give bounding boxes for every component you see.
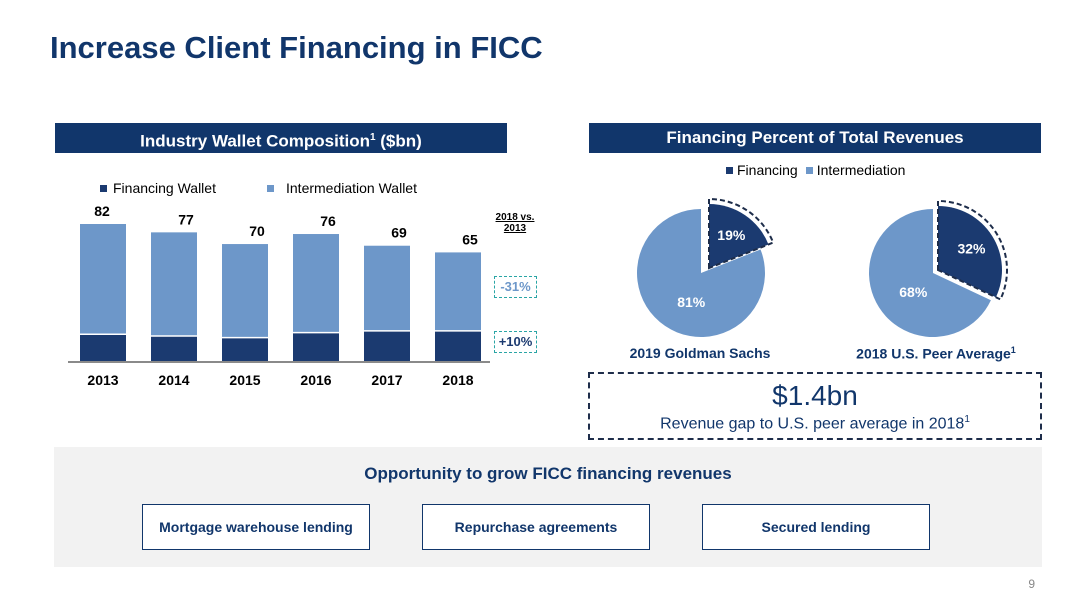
bar-segment-intermediation: [222, 244, 268, 338]
legend-financing: Financing Intermediation: [726, 162, 905, 178]
pie-label-financing: 19%: [717, 227, 746, 243]
financing-pie-charts: 19% 81% 32% 68%: [637, 197, 1008, 337]
pie-label-intermediation: 68%: [899, 284, 928, 300]
wallet-panel-header: Industry Wallet Composition1 ($bn): [55, 123, 507, 153]
bar-total-label: 69: [391, 225, 407, 241]
legend-swatch-intermediation: [805, 166, 813, 174]
x-tick-label: 2014: [158, 372, 189, 388]
comparison-label-line1: 2018 vs.: [495, 212, 535, 223]
pie-caption-footnote: 1: [1010, 345, 1016, 355]
bar-segment-intermediation: [435, 252, 481, 331]
opportunity-item-repo: Repurchase agreements: [422, 504, 650, 550]
bar-segment-financing: [364, 330, 410, 361]
wallet-header-suffix: ($bn): [375, 131, 422, 151]
x-tick-label: 2016: [300, 372, 331, 388]
bar-total-label: 70: [249, 223, 265, 239]
pie-caption-text: 2018 U.S. Peer Average: [856, 345, 1011, 362]
gap-value: $1.4bn: [772, 380, 858, 411]
comparison-label: 2018 vs. 2013: [488, 212, 542, 234]
page-number: 9: [1028, 577, 1035, 591]
legend-swatch-intermediation: [267, 184, 274, 192]
page-title: Increase Client Financing in FICC: [50, 30, 543, 65]
pie-label-intermediation: 81%: [677, 294, 706, 310]
legend-intermediation-wallet: Intermediation Wallet: [267, 180, 417, 196]
pie-caption-peer: 2018 U.S. Peer Average1: [836, 345, 1036, 362]
bar-total-label: 76: [320, 213, 336, 229]
gap-text: Revenue gap to U.S. peer average in 2018: [660, 415, 965, 433]
pie-slice-intermediation: [869, 209, 991, 337]
bar-segment-financing: [222, 337, 268, 361]
x-tick-label: 2018: [442, 372, 473, 388]
bar-segment-financing: [435, 330, 481, 361]
legend-label: Intermediation: [816, 162, 906, 178]
bar-segment-intermediation: [151, 232, 197, 336]
legend-swatch-financing: [726, 166, 733, 174]
pie-label-financing: 32%: [957, 241, 986, 257]
legend-financing-wallet: Financing Wallet: [100, 180, 216, 196]
legend-label: Financing Wallet: [113, 180, 216, 196]
pie-slice-outline: [937, 199, 1008, 301]
legend-swatch-financing: [100, 184, 107, 192]
wallet-header-text: Industry Wallet Composition: [140, 131, 370, 151]
legend-label: Intermediation Wallet: [286, 180, 417, 196]
bar-total-label: 77: [178, 211, 194, 227]
revenue-panel-header: Financing Percent of Total Revenues: [589, 123, 1041, 153]
x-tick-label: 2015: [229, 372, 260, 388]
bar-segment-financing: [151, 335, 197, 361]
bar-total-label: 65: [462, 231, 478, 247]
bar-segment-intermediation: [364, 245, 410, 331]
comparison-label-line2: 2013: [503, 223, 527, 234]
bar-segment-intermediation: [80, 224, 126, 335]
pie-slice-intermediation: [637, 209, 765, 337]
opportunity-item-mortgage: Mortgage warehouse lending: [142, 504, 370, 550]
x-tick-label: 2017: [371, 372, 402, 388]
gap-text-line: Revenue gap to U.S. peer average in 2018…: [590, 414, 1040, 433]
bar-segment-financing: [293, 332, 339, 361]
opportunity-title: Opportunity to grow FICC financing reven…: [364, 464, 732, 483]
pie-slice-financing: [709, 204, 769, 268]
revenue-gap-callout: $1.4bn Revenue gap to U.S. peer average …: [588, 372, 1042, 440]
pie-slice-outline: [708, 197, 775, 270]
pie-caption-goldman: 2019 Goldman Sachs: [600, 345, 800, 361]
gap-footnote: 1: [964, 414, 970, 425]
bar-segment-intermediation: [293, 234, 339, 333]
wallet-header-footnote: 1: [369, 132, 376, 143]
pie-caption-text: 2019 Goldman Sachs: [629, 345, 771, 361]
bar-total-label: 82: [94, 203, 110, 219]
bar-segment-financing: [80, 334, 126, 361]
legend-label: Financing: [737, 162, 798, 178]
x-tick-label: 2013: [87, 372, 118, 388]
pie-slice-financing: [938, 206, 1002, 298]
change-intermediation-badge: -31%: [494, 276, 537, 298]
opportunity-item-secured-lending: Secured lending: [702, 504, 930, 550]
change-financing-badge: +10%: [494, 331, 537, 353]
wallet-bar-chart: 82 2013 77 2014 70 2015 76 2016 69 2017 65 2018: [68, 203, 490, 388]
